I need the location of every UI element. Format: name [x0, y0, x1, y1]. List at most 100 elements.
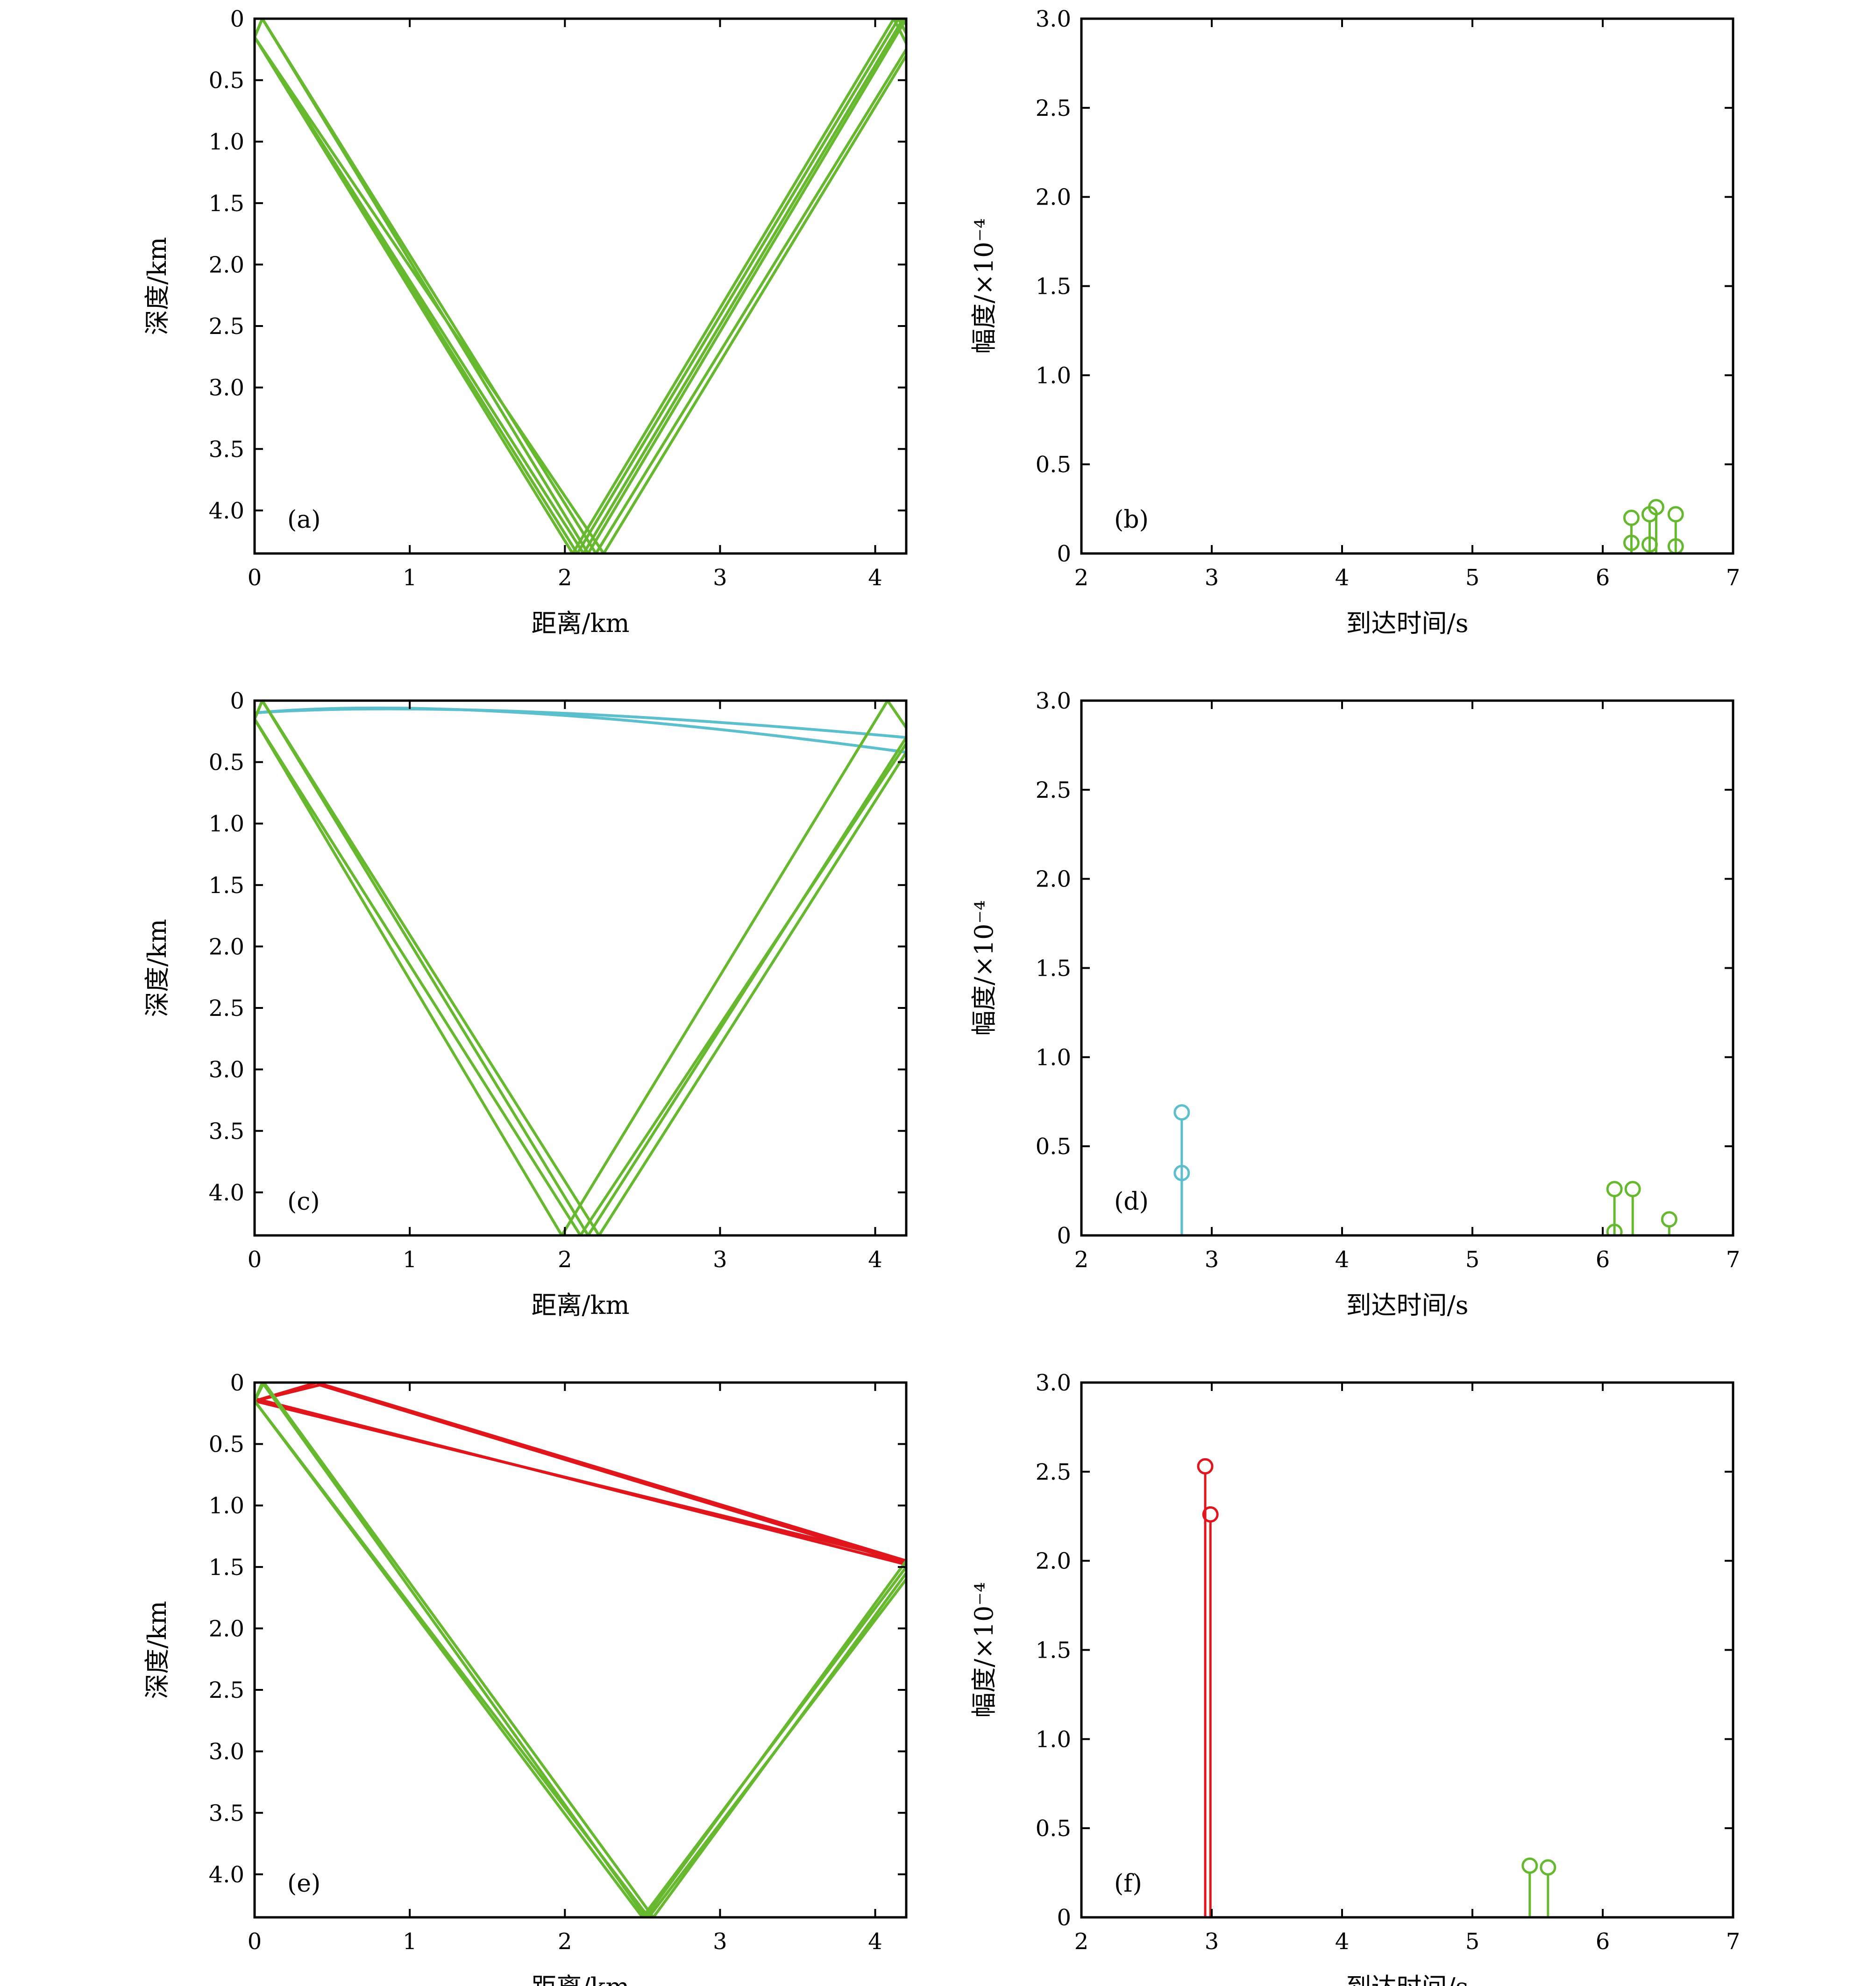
- y-axis-label: 幅度/×10⁻⁴: [969, 1582, 999, 1717]
- y-tick-label: 3.5: [209, 1118, 244, 1144]
- y-tick-label: 3.5: [209, 436, 244, 462]
- plot-area: [1623, 499, 1684, 553]
- stem-marker: [1623, 510, 1640, 526]
- y-tick-label: 1.5: [1036, 1638, 1071, 1664]
- y-tick-label: 2.5: [209, 1677, 244, 1703]
- stem-marker: [1648, 499, 1664, 516]
- x-axis-label: 距离/km: [531, 1972, 629, 1986]
- y-tick-label: 2.0: [1036, 184, 1071, 211]
- plot-area: [1197, 1458, 1556, 1917]
- y-tick-label: 1.0: [1036, 1726, 1071, 1752]
- x-tick-label: 0: [248, 1247, 262, 1273]
- y-tick-label: 4.0: [209, 1862, 244, 1888]
- ray-path: [255, 718, 906, 1235]
- y-axis-label: 幅度/×10⁻⁴: [969, 900, 999, 1036]
- x-tick-label: 5: [1465, 1929, 1480, 1955]
- panel-f: 2 3 4 5 6 7 0 0.5 1.0 1.5 2.0 2.5 3.0 到达时间/s 幅度/×10⁻⁴ (…: [969, 1370, 1740, 1986]
- ray-path: [255, 19, 906, 553]
- ray-path: [255, 701, 906, 1235]
- ray-path: [255, 707, 906, 739]
- panel-label: (c): [287, 1188, 320, 1216]
- y-tick-label: 1.0: [1036, 362, 1071, 389]
- x-tick-label: 3: [713, 1929, 727, 1955]
- x-tick-label: 4: [1335, 1929, 1350, 1955]
- ray-path: [255, 1400, 906, 1917]
- panel-label: (d): [1114, 1188, 1149, 1216]
- x-axis-label: 到达时间/s: [1346, 609, 1469, 638]
- stem-marker: [1173, 1104, 1190, 1121]
- ray-path: [255, 19, 906, 553]
- x-tick-label: 0: [248, 565, 262, 591]
- x-tick-label: 4: [868, 1247, 882, 1273]
- ray-path: [255, 1397, 906, 1566]
- panel-label: (f): [1114, 1870, 1142, 1898]
- y-tick-label: 0.5: [1036, 1134, 1071, 1160]
- x-tick-label: 6: [1596, 565, 1610, 591]
- stem-marker: [1540, 1859, 1556, 1876]
- y-tick-label: 0.5: [1036, 452, 1071, 478]
- x-tick-label: 4: [868, 1929, 882, 1955]
- x-tick-label: 2: [558, 565, 572, 591]
- y-tick-label: 0: [230, 688, 244, 714]
- ray-path: [255, 36, 906, 553]
- stem-marker: [1667, 506, 1684, 523]
- y-tick-label: 1.5: [1036, 274, 1071, 300]
- x-tick-label: 3: [713, 1247, 727, 1273]
- plot-area: [255, 19, 906, 553]
- ray-path: [255, 1383, 906, 1565]
- stem-marker: [1624, 1181, 1641, 1198]
- y-tick-label: 1.0: [1036, 1044, 1071, 1071]
- panel-c: 0 1 2 3 4 0 0.5 1.0 1.5 2.0 2.5 3.0 3.5 4.0 距离/km 深度/km…: [142, 688, 908, 1320]
- ray-path: [255, 701, 906, 1235]
- stem-marker: [1521, 1857, 1538, 1874]
- axes-frame: [253, 699, 908, 1237]
- ray-path: [255, 1400, 906, 1917]
- axes-frame: [1080, 17, 1734, 555]
- y-tick-label: 1.5: [209, 872, 244, 899]
- y-tick-label: 2.0: [209, 252, 244, 278]
- x-tick-label: 4: [1335, 565, 1350, 591]
- ray-path: [255, 19, 906, 553]
- x-axis-label: 到达时间/s: [1346, 1291, 1469, 1320]
- y-tick-label: 0: [230, 1370, 244, 1396]
- stem-marker: [1623, 534, 1640, 551]
- y-tick-label: 0.5: [1036, 1816, 1071, 1842]
- ray-path: [255, 19, 906, 553]
- y-tick-label: 3.0: [209, 375, 244, 401]
- y-tick-label: 0: [1057, 1223, 1071, 1249]
- panel-label: (e): [287, 1870, 320, 1898]
- stem-marker: [1173, 1164, 1190, 1181]
- y-tick-label: 1.0: [209, 811, 244, 837]
- y-axis-label: 深度/km: [142, 1601, 172, 1699]
- y-tick-label: 2.0: [1036, 1548, 1071, 1575]
- y-tick-label: 2.5: [209, 313, 244, 340]
- y-tick-label: 3.0: [209, 1739, 244, 1765]
- y-tick-label: 1.5: [209, 1554, 244, 1581]
- y-tick-label: 1.0: [209, 1493, 244, 1519]
- plot-area: [255, 1383, 906, 1917]
- x-axis-label: 距离/km: [531, 609, 629, 638]
- y-tick-label: 2.5: [1036, 95, 1071, 121]
- y-tick-label: 0.5: [209, 750, 244, 776]
- stem-marker: [1202, 1506, 1219, 1523]
- x-tick-label: 6: [1596, 1247, 1610, 1273]
- x-tick-label: 1: [403, 1929, 417, 1955]
- x-tick-label: 1: [403, 565, 417, 591]
- plot-area: [255, 701, 906, 1235]
- x-tick-label: 6: [1596, 1929, 1610, 1955]
- y-tick-label: 0: [1057, 541, 1071, 567]
- stem-marker: [1606, 1181, 1623, 1198]
- ray-path: [255, 19, 906, 553]
- y-tick-label: 3.0: [1036, 688, 1071, 714]
- axes-frame: [253, 17, 908, 555]
- stem-marker: [1197, 1458, 1214, 1475]
- y-axis-label: 深度/km: [142, 237, 172, 335]
- y-tick-label: 2.0: [209, 1616, 244, 1642]
- y-tick-label: 2.0: [1036, 866, 1071, 893]
- stem-marker: [1661, 1211, 1677, 1228]
- y-tick-label: 4.0: [209, 1180, 244, 1206]
- y-tick-label: 0: [1057, 1905, 1071, 1931]
- x-tick-label: 1: [403, 1247, 417, 1273]
- ray-path: [255, 701, 906, 1235]
